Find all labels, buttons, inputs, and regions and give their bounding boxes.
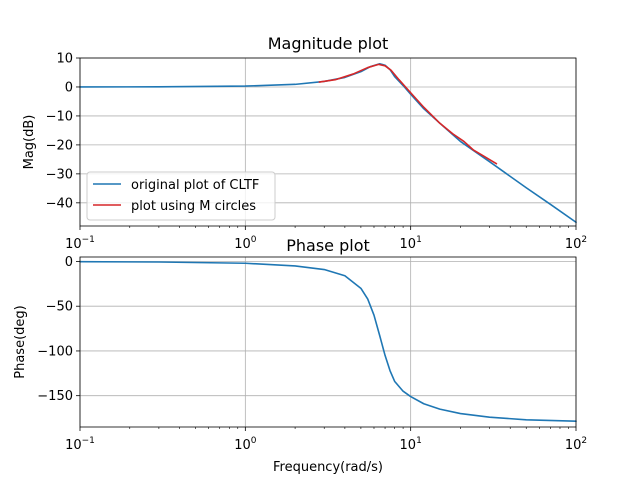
legend-label-m-circles: plot using M circles — [131, 199, 256, 214]
legend-label-original: original plot of CLTF — [131, 178, 259, 193]
legend-box — [86, 171, 276, 221]
y-tick-label: −30 — [46, 167, 73, 182]
phase-plot: 10−1 100 101 102 0 −50 −100 −150 Phase plot Pha… — [13, 236, 587, 475]
magnitude-legend: original plot of CLTF plot using M circl… — [86, 171, 276, 221]
y-tick-label: −100 — [37, 344, 73, 359]
x-tick-label: 102 — [565, 436, 587, 453]
y-tick-label: 10 — [56, 52, 73, 67]
y-tick-label: 0 — [65, 80, 73, 95]
x-tick-label: 10−1 — [65, 436, 95, 453]
magnitude-axes-frame — [79, 57, 577, 227]
magnitude-title: Magnitude plot — [268, 34, 389, 53]
y-tick-label: −50 — [46, 300, 73, 315]
x-tick-label: 102 — [565, 235, 587, 252]
phase-title: Phase plot — [286, 236, 370, 255]
x-tick-label: 100 — [234, 436, 257, 453]
phase-x-axis-label: Frequency(rad/s) — [273, 460, 383, 475]
x-tick-label: 10−1 — [65, 235, 95, 252]
x-tick-label: 101 — [400, 436, 422, 453]
y-tick-label: −20 — [46, 138, 73, 153]
phase-line — [79, 260, 577, 422]
phase-series — [79, 260, 577, 422]
magnitude-y-axis-label: Mag(dB) — [22, 115, 37, 170]
y-tick-label: −150 — [37, 389, 73, 404]
y-tick-label: 0 — [65, 255, 73, 270]
x-tick-label: 100 — [234, 235, 257, 252]
x-tick-label: 101 — [400, 235, 422, 252]
phase-ticks: 10−1 100 101 102 0 −50 −100 −150 — [37, 255, 587, 453]
y-tick-label: −10 — [46, 109, 73, 124]
magnitude-line-m-circles — [318, 63, 498, 165]
phase-axes-frame — [79, 256, 577, 428]
phase-y-axis-label: Phase(deg) — [13, 305, 28, 378]
y-tick-label: −40 — [46, 196, 73, 211]
magnitude-series — [79, 62, 577, 224]
